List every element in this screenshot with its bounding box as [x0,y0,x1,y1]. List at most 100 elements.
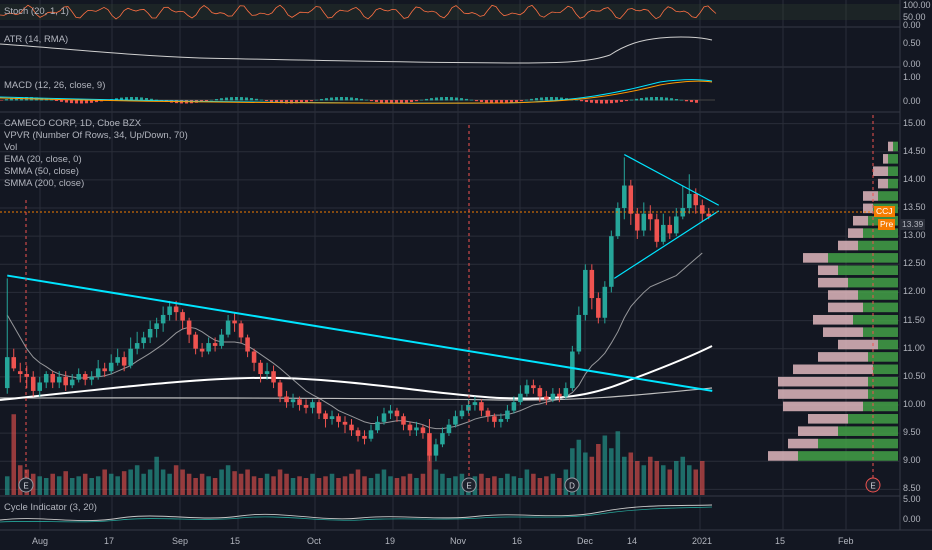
vol-label: Vol [4,142,18,153]
candle-body [453,416,458,425]
volume-bar [82,473,88,495]
price-tick: 14.50 [903,145,926,156]
volume-bar [115,476,120,495]
macd-bar [135,97,138,101]
vpvr-down [888,141,893,152]
volume-bar [76,476,81,495]
macd-bar [210,99,213,101]
candle-body [245,337,250,352]
volume-bar [362,476,367,495]
candle-body [342,421,348,425]
macd-bar [515,100,518,102]
vpvr-down [808,414,848,424]
candle-body [381,413,387,422]
volume-bar [63,471,68,495]
candle-body [258,362,263,375]
macd-bar [65,100,68,103]
price-tick: 12.50 [903,258,926,269]
volume-bar [498,478,504,495]
macd-bar [665,97,668,101]
volume-bar [160,469,166,495]
macd-bar [140,97,143,101]
macd-bar [230,97,233,101]
macd-bar [455,97,458,101]
volume-bar [576,439,582,495]
macd-bar [645,97,648,101]
macd-bar [620,100,623,102]
candle-body [355,430,361,436]
volume-bar [407,473,413,495]
volume-bar [453,476,458,495]
volume-bar [628,452,634,495]
macd-bar [405,100,408,103]
volume-bar [414,478,419,495]
price-tick: 10.50 [903,370,926,381]
volume-bar [583,452,588,495]
volume-bar [108,473,114,495]
macd-bar [5,99,8,101]
pre-tag: Pre [878,219,896,230]
macd-bar [415,100,418,102]
macd-bar [320,98,323,101]
vpvr-down [878,178,888,189]
macd-bar [650,97,653,101]
price-tick: 11.00 [903,342,925,353]
macd-bar [315,99,318,101]
vpvr-up [848,414,898,424]
candle-body [648,213,653,220]
candle-body [524,385,530,394]
macd-bar [600,100,603,104]
macd-bar [150,98,153,101]
macd-bar [680,99,683,101]
macd-bar [525,99,528,101]
vpvr-up [858,240,898,251]
volume-bar [518,478,523,495]
macd-bar [290,100,293,104]
candle-body [50,374,55,383]
candle-body [635,213,640,231]
macd-bar [310,100,313,102]
macd-bar [270,100,273,102]
macd-bar [450,97,453,101]
volume-bar [303,478,309,495]
ema-label: EMA (20, close, 0) [4,154,82,165]
volume-bar [596,444,601,495]
candle-body [303,404,309,408]
candle-body [37,382,42,391]
volume-bar [284,473,289,495]
volume-bar [641,465,647,495]
candle-body [362,435,367,439]
volume-bar [550,473,556,495]
vpvr-down [788,438,818,449]
macd-bar [285,100,288,104]
candle-body [11,357,17,369]
volume-bar [531,473,536,495]
vpvr-up [873,364,898,375]
macd-bar [370,100,373,102]
price-tick: 13.50 [903,202,926,213]
vpvr-up [863,228,898,238]
volume-bar [511,476,517,495]
candle-body [699,205,705,214]
candle-body [511,402,517,411]
atr-line [0,36,713,64]
volume-bar [297,476,302,495]
macd-bar [130,97,133,101]
vpvr-up [863,401,898,412]
macd-bar [115,98,118,101]
macd-bar [590,100,593,103]
volume-bar [615,431,621,495]
vpvr-down [828,302,863,313]
volume-bar [258,478,263,495]
vpvr-down [818,277,848,288]
vpvr-down [813,314,853,325]
macd-bar [340,97,343,101]
stoch-tick: 100.00 [903,0,931,10]
macd-bar [440,97,443,101]
volume-bar [238,473,244,495]
date-tick: Aug [32,536,49,546]
macd-bar [375,100,378,102]
candle-body [290,399,296,403]
vpvr-up [868,352,898,362]
